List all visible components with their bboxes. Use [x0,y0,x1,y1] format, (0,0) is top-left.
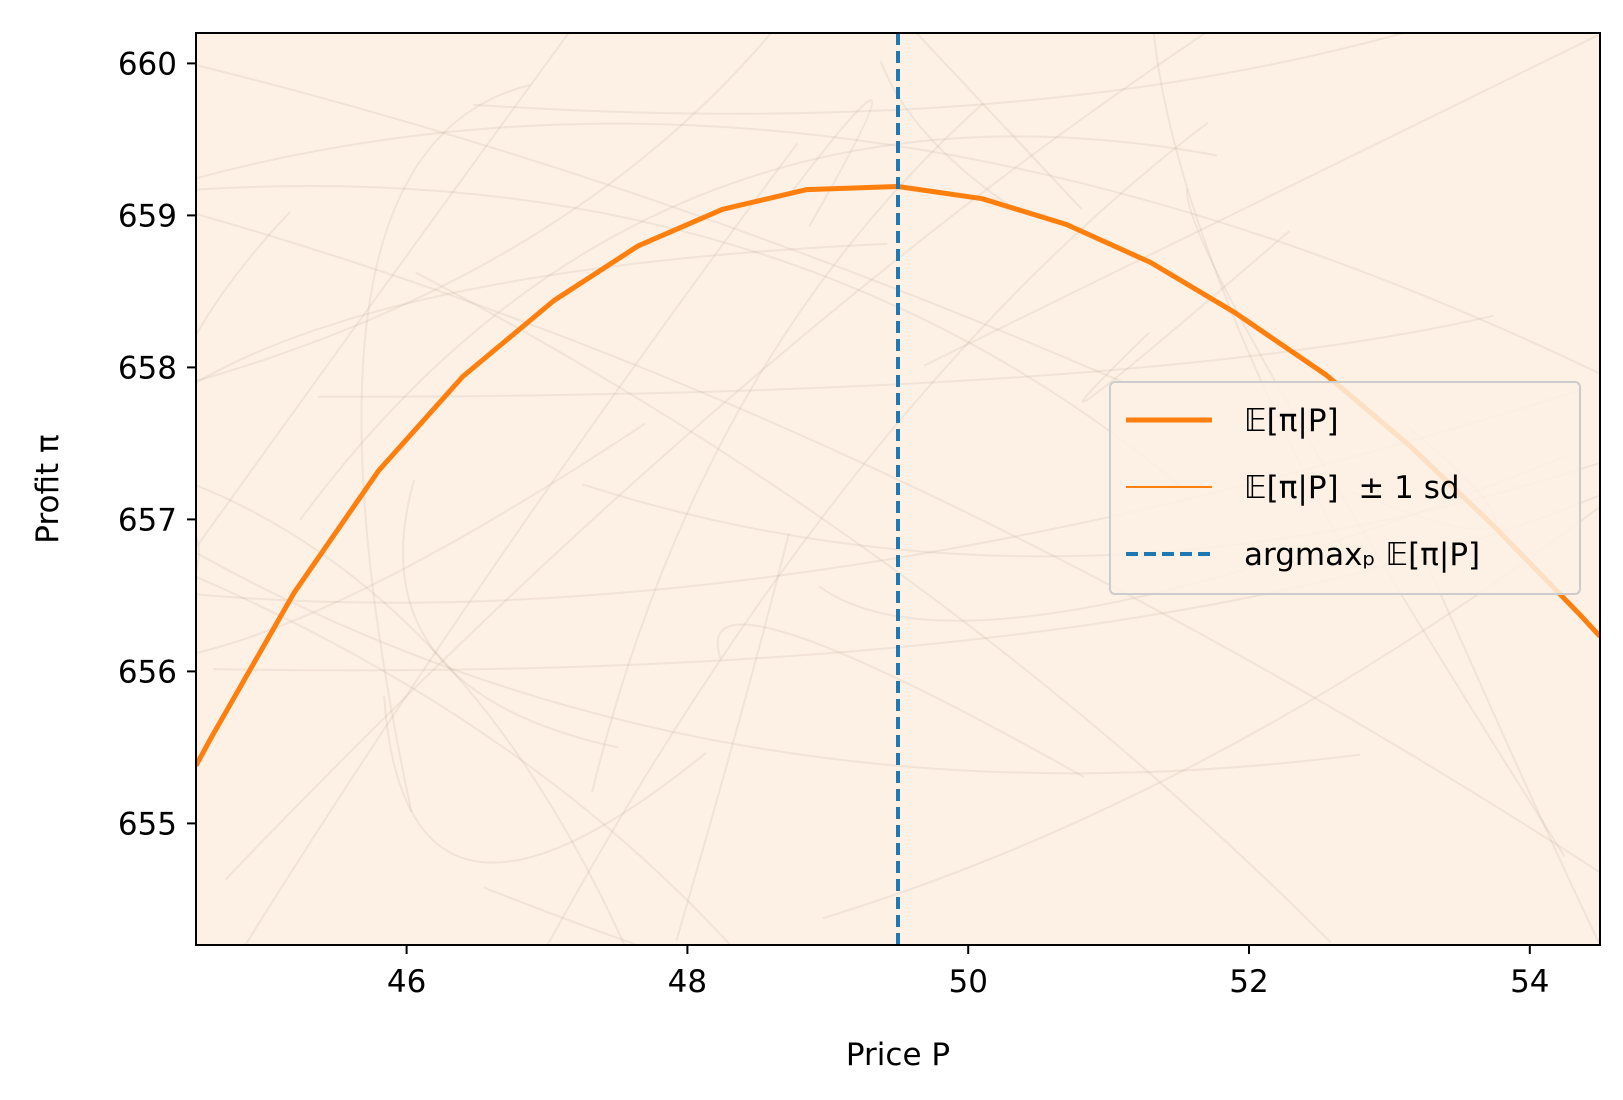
y-tick-label: 658 [118,350,177,386]
y-tick-label: 657 [118,502,177,538]
y-axis-label: Profit π [30,434,66,543]
x-tick-label: 48 [668,964,707,1000]
posterior-draw-line [473,33,1407,115]
legend-box [1109,381,1581,595]
posterior-draw-line [299,135,1218,521]
y-tick-label: 656 [118,654,177,690]
posterior-draw-line [716,623,1085,778]
posterior-draw-line [196,64,1123,383]
posterior-draw-line [196,551,1361,775]
posterior-draw-line [196,422,646,654]
posterior-draw-line [923,33,1600,367]
posterior-draw-line [196,484,626,945]
posterior-draw-line [360,84,531,813]
posterior-draw-line [591,103,984,793]
x-axis: 46 48 50 52 54 [387,945,1550,1000]
posterior-draw-line [546,121,1209,945]
plot-frame [195,32,1601,946]
posterior-draw-line [196,33,570,550]
posterior-draw-line [196,575,732,945]
y-tick-label: 655 [118,806,177,842]
posterior-draw-line [675,533,790,941]
posterior-draw-line [415,271,1332,944]
legend: 𝔼[π|P] 𝔼[π|P] ± 1 sd argmaxₚ 𝔼[π|P] [1109,381,1581,595]
y-tick-label: 659 [118,198,177,234]
posterior-draw-line [196,185,1183,489]
posterior-draw-line [879,61,1009,206]
posterior-draw-line [1415,538,1600,945]
y-tick-label: 660 [118,46,177,82]
x-tick-label: 54 [1510,964,1549,1000]
legend-label-sd-band: 𝔼[π|P] ± 1 sd [1244,470,1460,506]
x-tick-label: 52 [1229,964,1268,1000]
posterior-draw-line [244,142,799,945]
posterior-draw-line [787,99,873,228]
legend-label-argmax: argmaxₚ 𝔼[π|P] [1244,537,1480,573]
posterior-draw-line [196,33,773,383]
x-axis-label: Price P [846,1037,950,1073]
posterior-draw-line [383,695,707,864]
posterior-draw-line [224,33,1208,881]
posterior-draw-line [317,314,1494,398]
posterior-draw-line [196,122,1600,375]
y-axis: 655 656 657 658 659 660 [118,46,196,842]
posterior-draw-line [196,211,292,338]
posterior-draw-line [196,242,888,384]
legend-label-expected-profit: 𝔼[π|P] [1244,403,1339,439]
x-tick-label: 50 [948,964,987,1000]
x-tick-label: 46 [387,964,426,1000]
posterior-draw-line [402,479,619,749]
posterior-draw-line [915,33,1082,210]
posterior-draw-line [196,212,1600,874]
posterior-draw-line [822,505,1600,920]
